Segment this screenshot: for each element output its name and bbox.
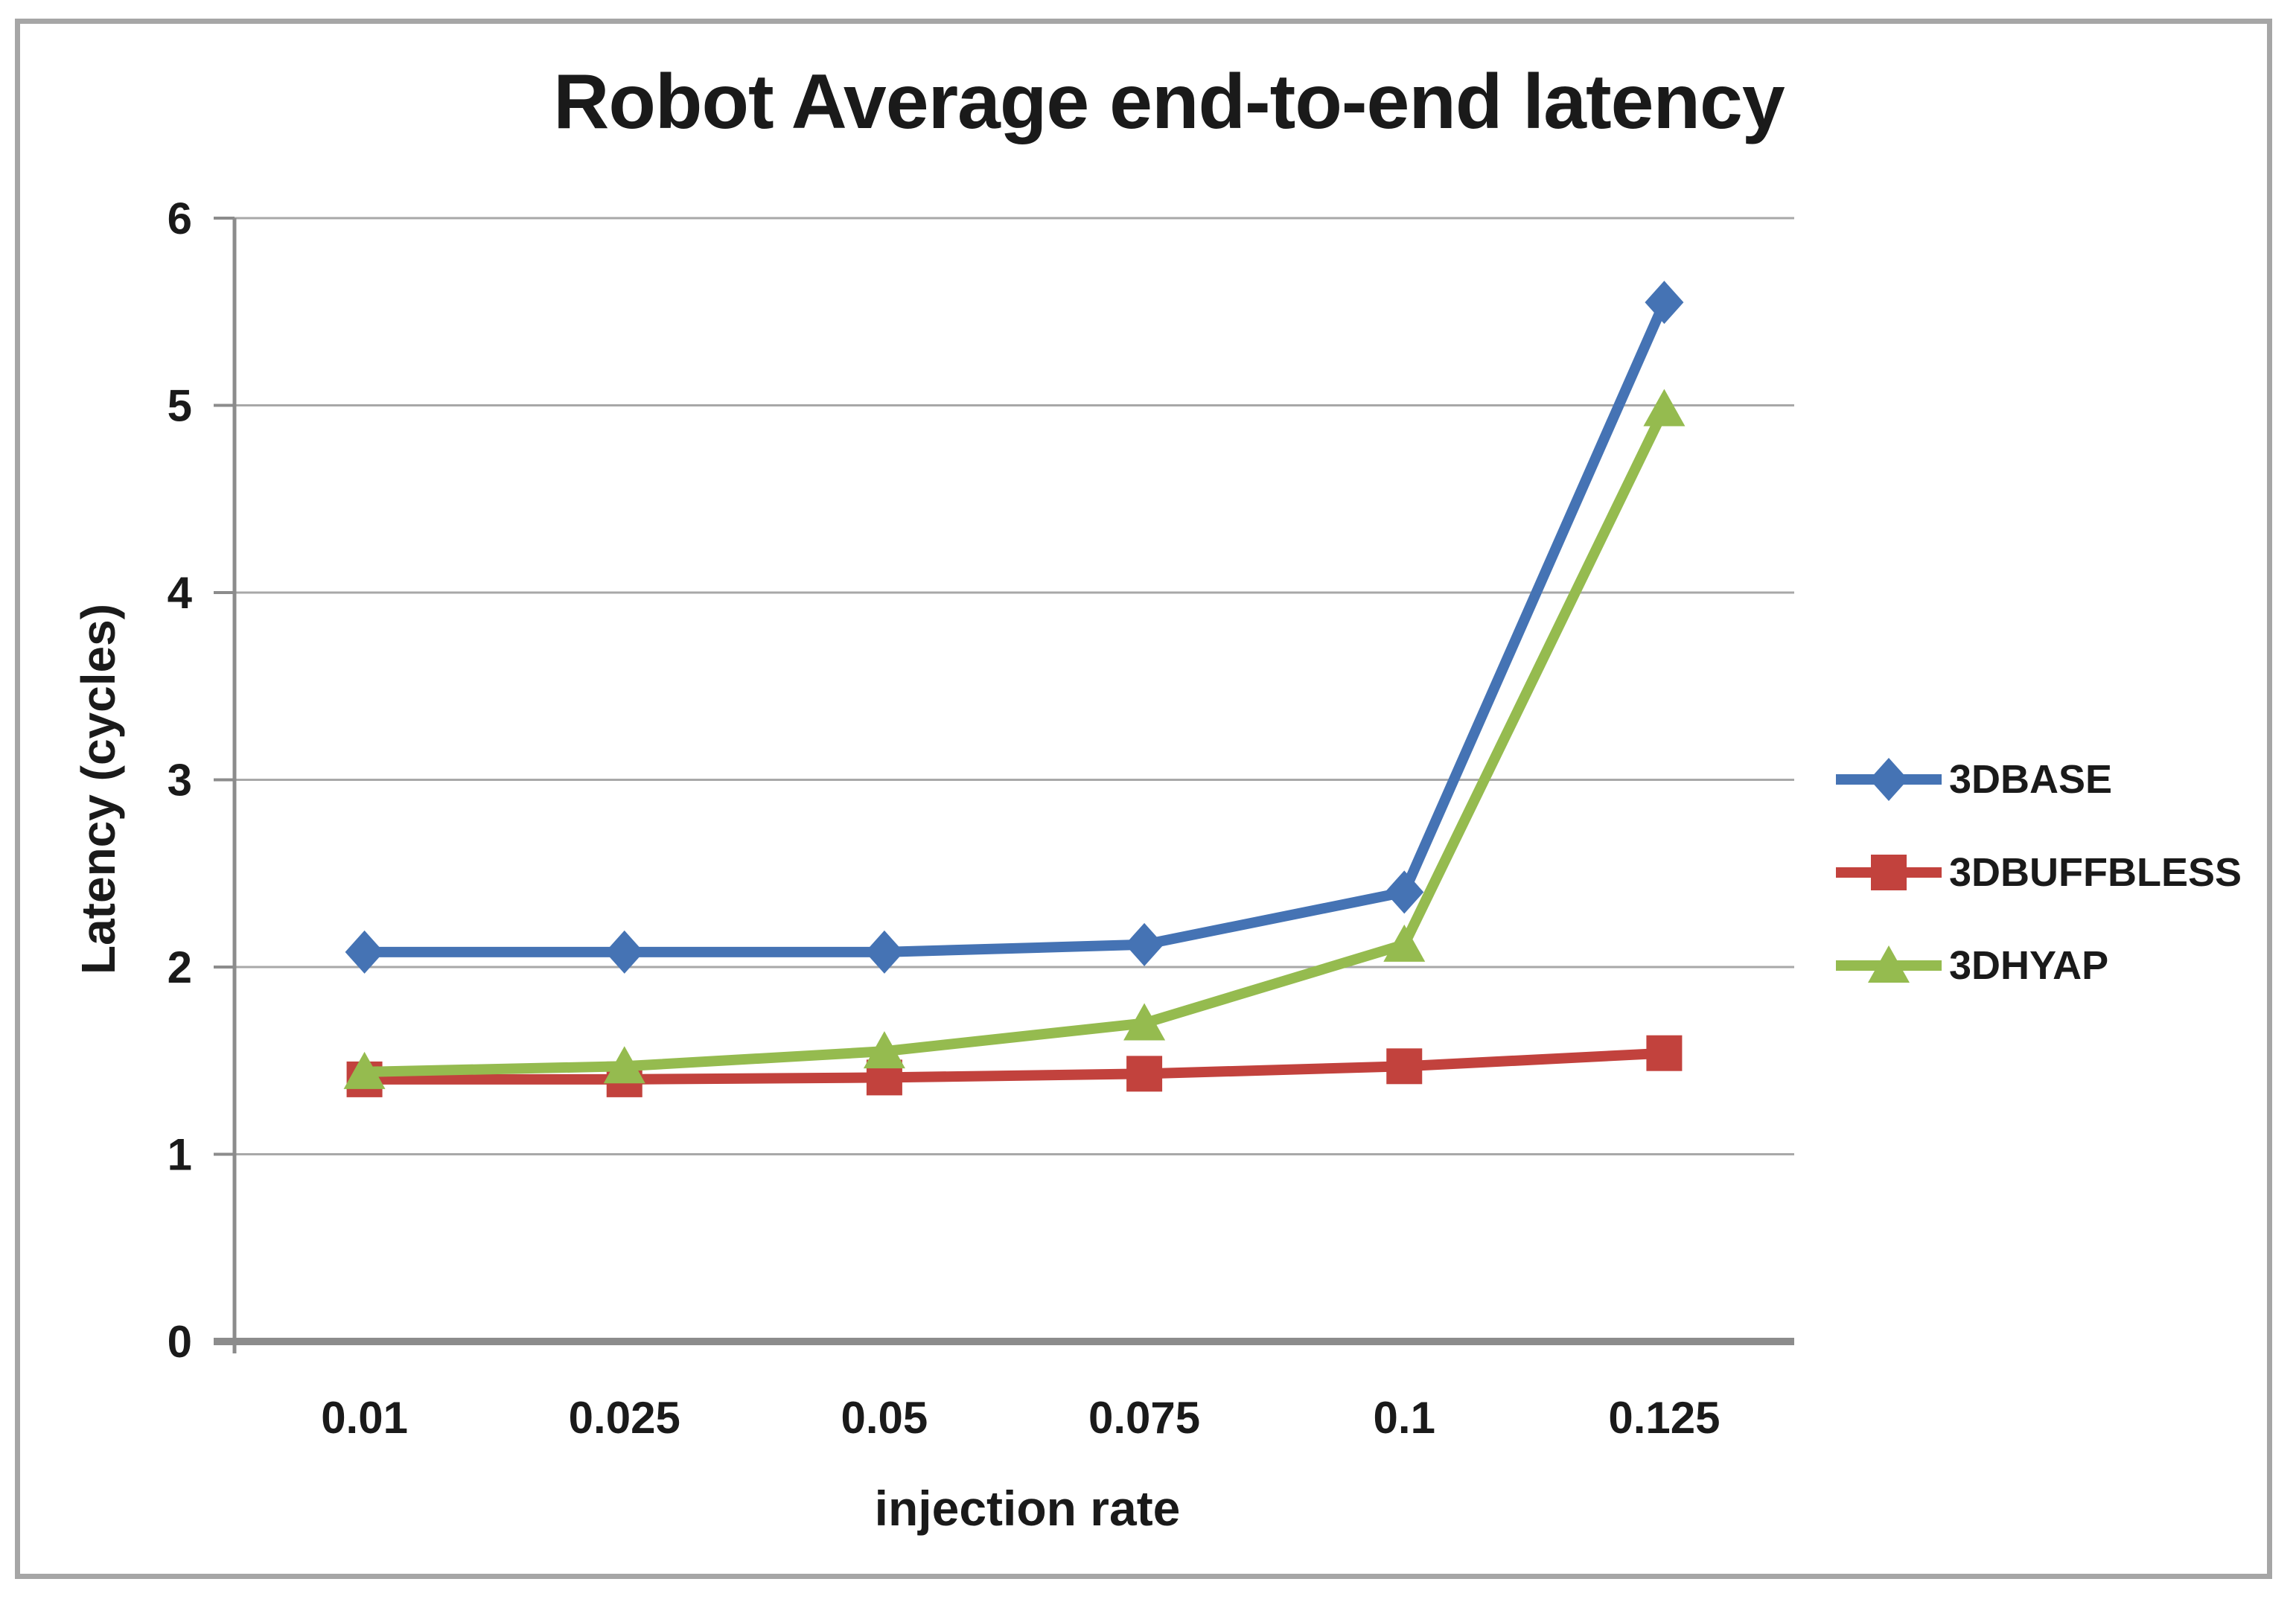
series-marker-3DBASE [1645, 281, 1684, 325]
y-tick-label: 0 [168, 1317, 192, 1367]
legend: 3DBASE 3DBUFFBLESS 3DHYAP [1833, 755, 2242, 990]
series-marker-3DBASE [345, 930, 384, 974]
x-tick-label: 0.075 [1088, 1393, 1200, 1443]
legend-item-3dbuffbless: 3DBUFFBLESS [1833, 848, 2242, 897]
legend-marker [1871, 855, 1907, 890]
series-marker-3DBUFFBLESS [1386, 1048, 1423, 1085]
legend-marker-square-icon [1836, 855, 1942, 890]
chart-title: Robot Average end-to-end latency [553, 59, 1785, 145]
y-tick-label: 5 [168, 381, 192, 431]
legend-marker-triangle-icon [1836, 945, 1942, 983]
chart-outer-border [15, 19, 2272, 1579]
series-marker-3DHYAP [343, 1051, 386, 1089]
series-marker-3DBUFFBLESS [1126, 1056, 1163, 1092]
series-marker-3DHYAP [1123, 1003, 1166, 1041]
legend-label: 3DHYAP [1949, 943, 2109, 988]
x-axis-title: injection rate [874, 1481, 1181, 1536]
x-tick-label: 0.1 [1374, 1393, 1435, 1443]
series-marker-3DHYAP [1643, 389, 1686, 427]
y-tick-label: 3 [168, 756, 192, 805]
series-line-3DHYAP [359, 403, 1670, 1077]
legend-marker [1869, 758, 1908, 801]
series-marker-3DBASE [605, 930, 644, 974]
series-line-3DBUFFBLESS [359, 1047, 1670, 1085]
x-tick-label: 0.05 [841, 1393, 928, 1443]
series-marker-3DBASE [864, 930, 904, 974]
legend-marker [1868, 945, 1910, 983]
y-tick-label: 6 [168, 194, 192, 243]
series-marker-3DBUFFBLESS [1646, 1035, 1683, 1071]
legend-label: 3DBASE [1949, 757, 2113, 802]
y-tick-label: 4 [168, 568, 193, 618]
series-marker-3DBASE [1125, 922, 1164, 966]
x-tick-label: 0.01 [321, 1393, 408, 1443]
y-tick-label: 2 [168, 942, 192, 992]
legend-item-3dhyap: 3DHYAP [1833, 941, 2242, 990]
series-marker-3DBASE [1385, 870, 1424, 914]
series-line-3DBASE [359, 297, 1670, 957]
x-tick-label: 0.025 [569, 1393, 680, 1443]
x-tick-label: 0.125 [1608, 1393, 1720, 1443]
series-marker-3DHYAP [603, 1046, 645, 1084]
legend-marker-diamond-icon [1836, 758, 1942, 801]
legend-label: 3DBUFFBLESS [1949, 850, 2242, 895]
legend-item-3dbase: 3DBASE [1833, 755, 2242, 804]
series-marker-3DHYAP [863, 1031, 905, 1069]
series-marker-3DHYAP [1383, 924, 1426, 962]
y-tick-label: 1 [168, 1130, 192, 1180]
